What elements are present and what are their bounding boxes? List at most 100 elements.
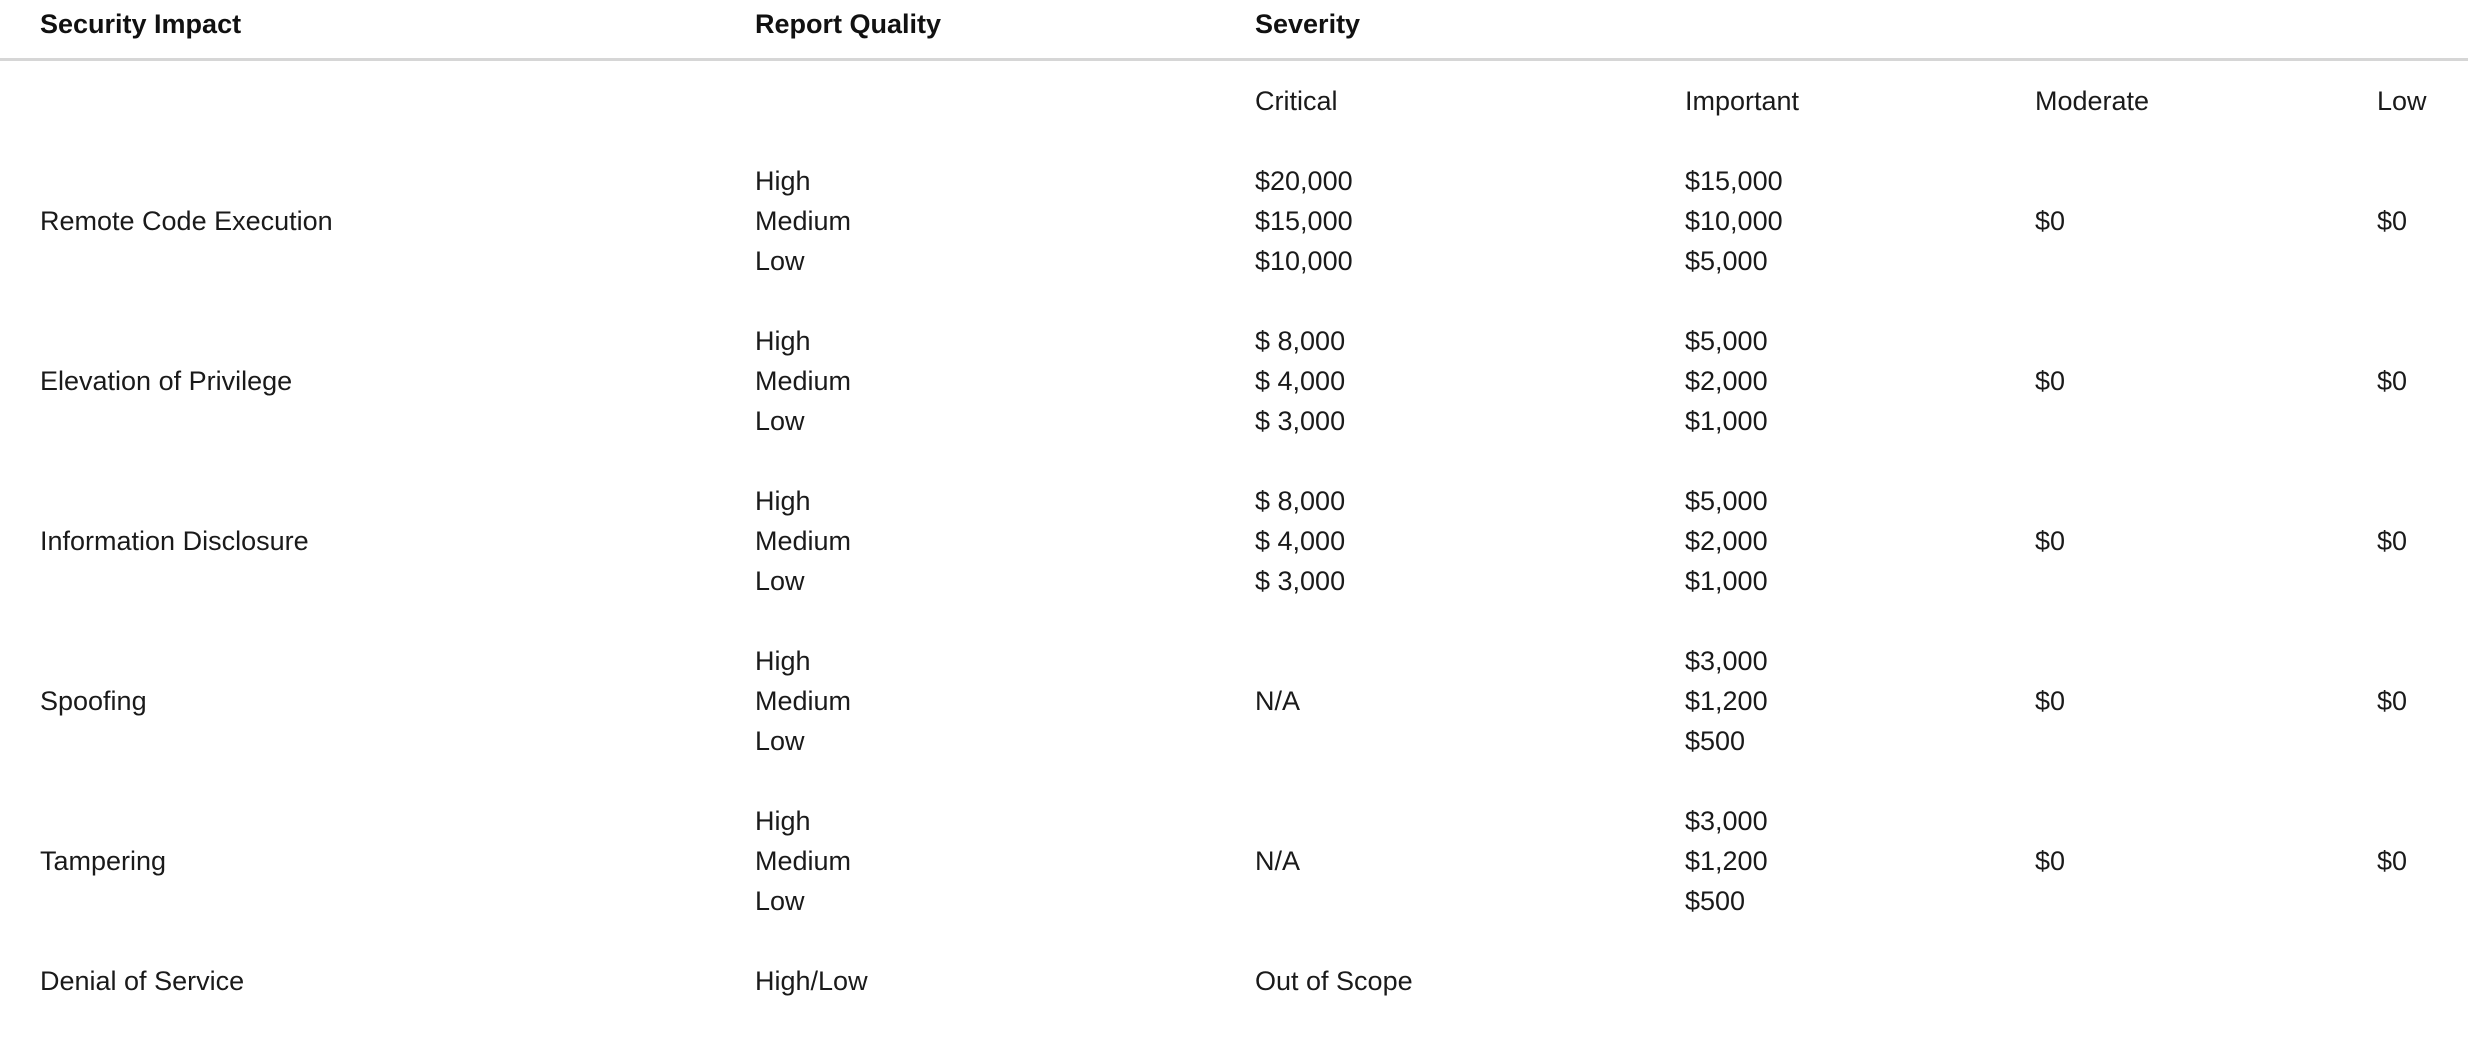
quality-label: High [755, 806, 811, 836]
quality-label: Medium [755, 526, 852, 556]
critical-value: $20,000 [1255, 166, 1353, 196]
critical-value: $ 8,000 [1255, 326, 1346, 356]
moderate-value: $0 [2035, 686, 2066, 716]
quality-label: Low [755, 886, 805, 916]
severity-header-moderate: Moderate [2035, 86, 2150, 116]
col-header-security-impact: Security Impact [40, 9, 242, 39]
report-quality-cell: High/Low [755, 961, 1255, 1001]
table-row-spoofing: Spoofing High Medium Low N/A $3,000 $1,2… [0, 641, 2468, 761]
col-header-report-quality: Report Quality [755, 9, 942, 39]
important-value: $3,000 [1685, 646, 1768, 676]
quality-label: Low [755, 406, 805, 436]
impact-cell: Tampering [40, 801, 755, 921]
low-value-cell: $0 [2377, 161, 2468, 281]
table-row-elevation-of-privilege: Elevation of Privilege High Medium Low $… [0, 321, 2468, 441]
quality-label: Low [755, 246, 805, 276]
moderate-value: $0 [2035, 846, 2066, 876]
critical-out-of-scope-cell: Out of Scope [1255, 961, 1685, 1001]
critical-na-cell: N/A [1255, 801, 1685, 921]
important-value: $2,000 [1685, 526, 1768, 556]
impact-label: Spoofing [40, 686, 147, 716]
impact-cell: Remote Code Execution [40, 161, 755, 281]
severity-levels-row: Critical Important Moderate Low [0, 61, 2468, 121]
table-row-information-disclosure: Information Disclosure High Medium Low $… [0, 481, 2468, 601]
important-value: $3,000 [1685, 806, 1768, 836]
report-quality-cell: High Medium Low [755, 321, 1255, 441]
moderate-value-cell: $0 [2035, 161, 2377, 281]
moderate-value-cell: $0 [2035, 321, 2377, 441]
quality-label: High [755, 646, 811, 676]
quality-label: High/Low [755, 966, 868, 996]
impact-label: Denial of Service [40, 966, 245, 996]
table-row-denial-of-service: Denial of Service High/Low Out of Scope [0, 961, 2468, 1001]
important-value: $15,000 [1685, 166, 1783, 196]
important-values-cell: $15,000 $10,000 $5,000 [1685, 161, 2035, 281]
report-quality-cell: High Medium Low [755, 481, 1255, 601]
important-value: $1,200 [1685, 846, 1768, 876]
important-values-cell: $5,000 $2,000 $1,000 [1685, 321, 2035, 441]
moderate-value-cell: $0 [2035, 481, 2377, 601]
report-quality-cell: High Medium Low [755, 641, 1255, 761]
important-value: $1,000 [1685, 406, 1768, 436]
critical-na-cell: N/A [1255, 641, 1685, 761]
important-value: $2,000 [1685, 366, 1768, 396]
quality-label: Low [755, 566, 805, 596]
critical-value: $ 3,000 [1255, 566, 1346, 596]
impact-cell: Denial of Service [40, 961, 755, 1001]
critical-value: N/A [1255, 686, 1301, 716]
low-value-cell: $0 [2377, 641, 2468, 761]
important-value: $5,000 [1685, 486, 1768, 516]
table-row-tampering: Tampering High Medium Low N/A $3,000 $1,… [0, 801, 2468, 921]
critical-value: Out of Scope [1255, 966, 1413, 996]
low-value-cell: $0 [2377, 481, 2468, 601]
important-value: $1,200 [1685, 686, 1768, 716]
low-value-cell: $0 [2377, 801, 2468, 921]
critical-value: $ 4,000 [1255, 526, 1346, 556]
report-quality-cell: High Medium Low [755, 161, 1255, 281]
important-value: $5,000 [1685, 326, 1768, 356]
severity-header-critical: Critical [1255, 86, 1338, 116]
quality-label: Medium [755, 846, 852, 876]
low-value: $0 [2377, 366, 2408, 396]
impact-label: Remote Code Execution [40, 206, 333, 236]
impact-cell: Elevation of Privilege [40, 321, 755, 441]
low-value: $0 [2377, 526, 2408, 556]
table-row-remote-code-execution: Remote Code Execution High Medium Low $2… [0, 161, 2468, 281]
critical-value: $ 8,000 [1255, 486, 1346, 516]
impact-label: Information Disclosure [40, 526, 309, 556]
important-values-cell: $3,000 $1,200 $500 [1685, 801, 2035, 921]
critical-value: $ 3,000 [1255, 406, 1346, 436]
moderate-value-cell: $0 [2035, 801, 2377, 921]
critical-value: $10,000 [1255, 246, 1353, 276]
important-values-cell: $5,000 $2,000 $1,000 [1685, 481, 2035, 601]
low-value: $0 [2377, 686, 2408, 716]
critical-value: $15,000 [1255, 206, 1353, 236]
moderate-value: $0 [2035, 526, 2066, 556]
quality-label: Medium [755, 206, 852, 236]
quality-label: High [755, 166, 811, 196]
important-values-cell: $3,000 $1,200 $500 [1685, 641, 2035, 761]
severity-header-low: Low [2377, 86, 2427, 116]
critical-values-cell: $ 8,000 $ 4,000 $ 3,000 [1255, 481, 1685, 601]
table-header-row: Security Impact Report Quality Severity [0, 0, 2468, 58]
moderate-value: $0 [2035, 366, 2066, 396]
quality-label: High [755, 326, 811, 356]
low-value-cell: $0 [2377, 321, 2468, 441]
important-value: $5,000 [1685, 246, 1768, 276]
critical-values-cell: $20,000 $15,000 $10,000 [1255, 161, 1685, 281]
important-value: $10,000 [1685, 206, 1783, 236]
impact-cell: Information Disclosure [40, 481, 755, 601]
quality-label: Medium [755, 686, 852, 716]
report-quality-cell: High Medium Low [755, 801, 1255, 921]
impact-label: Elevation of Privilege [40, 366, 293, 396]
low-value: $0 [2377, 206, 2408, 236]
quality-label: Medium [755, 366, 852, 396]
important-value: $500 [1685, 886, 1746, 916]
impact-cell: Spoofing [40, 641, 755, 761]
critical-values-cell: $ 8,000 $ 4,000 $ 3,000 [1255, 321, 1685, 441]
header-divider [0, 58, 2468, 61]
moderate-value-cell: $0 [2035, 641, 2377, 761]
quality-label: High [755, 486, 811, 516]
col-header-severity: Severity [1255, 9, 1361, 39]
